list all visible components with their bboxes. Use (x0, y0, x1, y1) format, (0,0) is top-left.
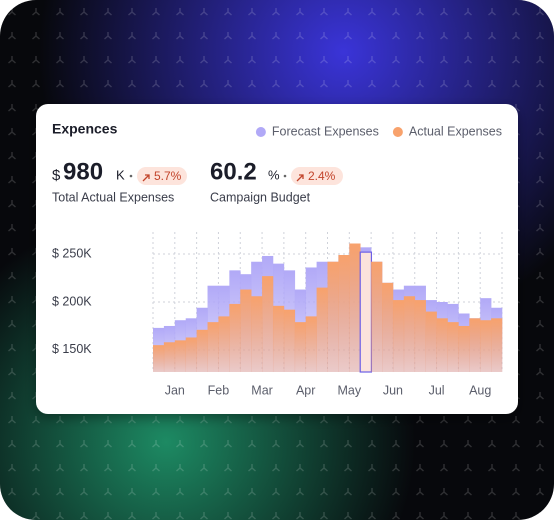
bar (207, 322, 219, 372)
x-tick-label: Aug (469, 383, 491, 397)
bar (480, 320, 492, 372)
stat-prefix: $ (52, 167, 61, 184)
bar (305, 316, 317, 372)
legend-label: Actual Expenses (409, 124, 502, 138)
bar (262, 276, 274, 372)
bar (382, 282, 394, 372)
dot (129, 174, 133, 178)
stat-unit: K (116, 167, 125, 182)
x-tick-label: Jun (383, 383, 403, 397)
legend-label: Forecast Expenses (272, 124, 379, 138)
x-tick-label: Mar (251, 383, 273, 397)
y-tick-label: $ 150K (52, 342, 92, 356)
card-title: Expences (52, 121, 118, 137)
arrow-icon (142, 174, 150, 182)
bar (294, 322, 306, 372)
stat-value: 980 (63, 158, 103, 185)
x-tick-label: Apr (296, 383, 315, 397)
stat-value: 60.2 (210, 158, 257, 185)
bar (371, 261, 383, 372)
dot (283, 174, 287, 178)
arrow-icon (296, 174, 304, 182)
stat-unit: % (268, 167, 280, 182)
bar (338, 255, 350, 372)
bar (283, 309, 296, 372)
change-text: 2.4% (308, 169, 336, 183)
bar (403, 296, 416, 372)
x-tick-label: Jul (429, 383, 445, 397)
y-tick-label: $ 250K (52, 246, 92, 260)
bar (458, 325, 470, 372)
bar (436, 318, 448, 372)
x-tick-label: Jan (165, 383, 185, 397)
stat-label: Campaign Budget (210, 190, 311, 204)
bar (196, 329, 208, 372)
bar (469, 318, 481, 372)
bar (229, 303, 241, 372)
bar (153, 345, 165, 372)
bar (316, 287, 328, 372)
bar (447, 322, 459, 372)
bar (349, 243, 361, 372)
bar (218, 316, 230, 372)
x-tick-label: May (338, 383, 362, 397)
legend-swatch (255, 127, 266, 137)
legend-swatch (392, 127, 403, 137)
bar (174, 340, 187, 372)
bar (414, 300, 426, 372)
bar (163, 342, 176, 372)
bar (240, 289, 252, 372)
change-text: 5.7% (154, 169, 182, 183)
stat-label: Total Actual Expenses (52, 190, 174, 204)
change-badge (137, 167, 187, 185)
change-badge (291, 167, 343, 185)
bar (327, 261, 339, 372)
bar (425, 311, 437, 372)
bar (251, 296, 263, 372)
bar (185, 337, 197, 372)
bar (491, 318, 503, 372)
y-tick-label: $ 200K (52, 294, 92, 308)
bar (359, 251, 373, 373)
x-tick-label: Feb (208, 383, 230, 397)
bar (272, 305, 285, 372)
bar (392, 300, 405, 372)
